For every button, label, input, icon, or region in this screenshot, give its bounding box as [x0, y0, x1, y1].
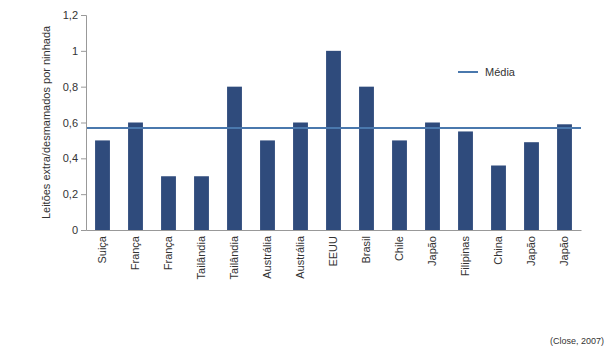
- x-tick-label: Suiça: [96, 235, 108, 263]
- y-tick-label: 0,2: [63, 188, 78, 200]
- bar: [326, 51, 341, 230]
- x-axis: Suiça França França Tailândia Tailândia Austr…: [87, 230, 582, 279]
- bar: [260, 140, 275, 230]
- x-tick: Tailândia: [195, 230, 207, 279]
- y-tick: 1,2: [63, 9, 86, 21]
- bar: [227, 87, 242, 230]
- chart: 0 0,2 0,4 0,6 0,8 1 1,2 Suiça França França Tailân…: [0, 0, 610, 353]
- x-tick-label: França: [129, 235, 141, 270]
- y-tick-mark: [81, 123, 86, 124]
- y-tick-label: 0,8: [63, 81, 78, 93]
- bar: [95, 140, 110, 230]
- x-tick: Japão: [426, 230, 438, 266]
- x-tick-label: Japão: [558, 236, 570, 266]
- y-tick-label: 0,6: [63, 117, 78, 129]
- x-tick-label: China: [492, 235, 504, 265]
- legend: Média: [458, 66, 516, 78]
- bar: [194, 176, 209, 230]
- y-tick-label: 0: [72, 224, 78, 236]
- bar: [392, 140, 407, 230]
- y-axis-line: [81, 16, 87, 231]
- x-tick: Brasil: [360, 230, 372, 264]
- x-tick-label: Tailândia: [228, 235, 240, 279]
- x-tick-label: Austrália: [294, 235, 306, 279]
- y-tick-mark: [81, 15, 86, 16]
- bar: [161, 176, 176, 230]
- y-tick: 0,6: [63, 117, 86, 129]
- y-tick-label: 1,2: [63, 9, 78, 21]
- mean-line: [86, 127, 581, 129]
- bar: [293, 123, 308, 231]
- y-tick-mark: [81, 87, 86, 88]
- x-tick: Austrália: [261, 230, 273, 279]
- y-axis: 0 0,2 0,4 0,6 0,8 1 1,2: [63, 9, 87, 236]
- x-tick: Suiça: [96, 230, 108, 264]
- x-tick-label: Austrália: [261, 235, 273, 279]
- bar: [524, 142, 539, 230]
- y-tick-mark: [81, 51, 86, 52]
- x-tick: Filipinas: [459, 230, 471, 276]
- y-tick: 0,4: [63, 152, 86, 164]
- bar: [458, 131, 473, 230]
- y-axis-title: Leitões extra/desmamados por ninhada: [40, 25, 52, 219]
- bar: [557, 124, 572, 230]
- y-tick-mark: [81, 230, 86, 231]
- x-tick-label: Brasil: [360, 236, 372, 264]
- x-tick-label: França: [162, 235, 174, 270]
- x-tick: Austrália: [294, 230, 306, 279]
- x-tick-label: Chile: [393, 236, 405, 261]
- x-tick: França: [129, 230, 141, 270]
- y-tick-label: 1: [72, 45, 78, 57]
- x-tick: Japão: [525, 230, 537, 266]
- y-tick-mark: [81, 158, 86, 159]
- x-tick: Chile: [393, 230, 405, 261]
- bar: [128, 123, 143, 231]
- y-tick-label: 0,4: [63, 152, 78, 164]
- bar: [425, 123, 440, 231]
- x-tick-label: EEUU: [327, 236, 339, 267]
- y-tick-mark: [81, 194, 86, 195]
- y-tick: 0,2: [63, 188, 86, 200]
- x-tick-label: Japão: [426, 236, 438, 266]
- y-tick: 1: [72, 45, 86, 57]
- x-tick-label: Japão: [525, 236, 537, 266]
- x-tick: EEUU: [327, 230, 339, 267]
- bar: [359, 87, 374, 230]
- y-tick: 0: [72, 224, 86, 236]
- bar: [491, 166, 506, 231]
- x-tick: China: [492, 230, 504, 265]
- x-axis-line: [87, 230, 582, 231]
- x-tick-label: Filipinas: [459, 236, 471, 277]
- legend-swatch: [458, 71, 478, 73]
- x-tick-label: Tailândia: [195, 235, 207, 279]
- source: (Close, 2007): [550, 336, 604, 346]
- x-tick: França: [162, 230, 174, 270]
- plot-area: [86, 51, 581, 230]
- y-tick: 0,8: [63, 81, 86, 93]
- legend-label: Média: [485, 66, 516, 78]
- x-tick: Japão: [558, 230, 570, 266]
- x-tick: Tailândia: [228, 230, 240, 279]
